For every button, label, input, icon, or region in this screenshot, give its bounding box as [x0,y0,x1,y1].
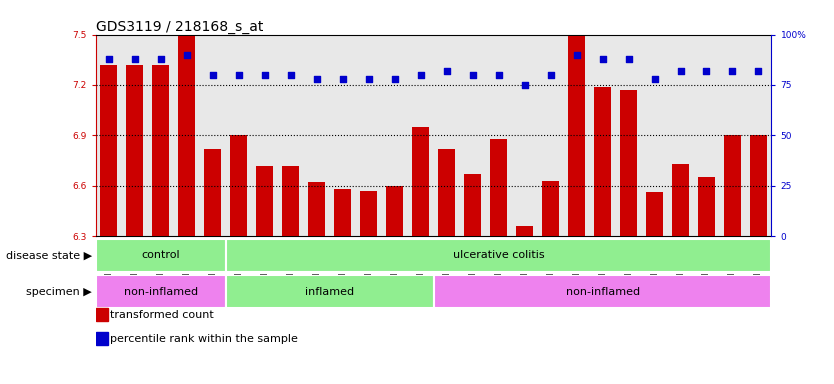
Bar [412,127,430,236]
Bar [127,65,143,236]
Point [492,72,505,78]
Bar [724,135,741,236]
Point [414,72,427,78]
Point [128,56,142,62]
Text: ulcerative colitis: ulcerative colitis [453,250,545,260]
Text: non-inflamed: non-inflamed [123,287,198,297]
Point [232,72,245,78]
Bar [490,139,507,236]
Point [180,52,193,58]
Bar [226,239,771,272]
Bar [750,135,767,236]
Point [674,68,687,74]
Text: inflamed: inflamed [305,287,354,297]
Point [700,68,713,74]
Bar [153,65,169,236]
Point [259,72,272,78]
Point [544,72,557,78]
Text: transformed count: transformed count [110,310,214,320]
Text: GDS3119 / 218168_s_at: GDS3119 / 218168_s_at [96,20,264,33]
Point [726,68,739,74]
Point [284,72,298,78]
Point [310,76,324,82]
Bar [96,275,226,308]
Point [751,68,765,74]
Bar [698,177,715,236]
Point [154,56,168,62]
Text: disease state ▶: disease state ▶ [6,250,92,260]
Bar [434,275,771,308]
Text: control: control [142,250,180,260]
Bar [360,191,377,236]
Bar [204,149,221,236]
Text: non-inflamed: non-inflamed [565,287,640,297]
Point [622,56,636,62]
Bar [309,182,325,236]
Bar [256,166,274,236]
Bar [672,164,689,236]
Point [388,76,401,82]
Bar [386,186,403,236]
Point [648,76,661,82]
Point [595,56,609,62]
Bar [178,36,195,236]
Bar [283,166,299,236]
Bar [96,308,108,321]
Point [362,76,375,82]
Bar [620,90,637,236]
Bar [226,275,434,308]
Bar [230,135,247,236]
Point [336,76,349,82]
Bar [542,181,559,236]
Point [570,52,583,58]
Bar [646,192,663,236]
Point [103,56,116,62]
Bar [334,189,351,236]
Bar [100,65,118,236]
Bar [568,36,585,236]
Point [518,82,531,88]
Bar [516,226,533,236]
Point [440,68,454,74]
Bar [96,239,226,272]
Text: specimen ▶: specimen ▶ [26,287,92,297]
Point [466,72,480,78]
Point [206,72,219,78]
Text: percentile rank within the sample: percentile rank within the sample [110,334,298,344]
Bar [96,332,108,345]
Bar [465,174,481,236]
Bar [438,149,455,236]
Bar [594,87,611,236]
